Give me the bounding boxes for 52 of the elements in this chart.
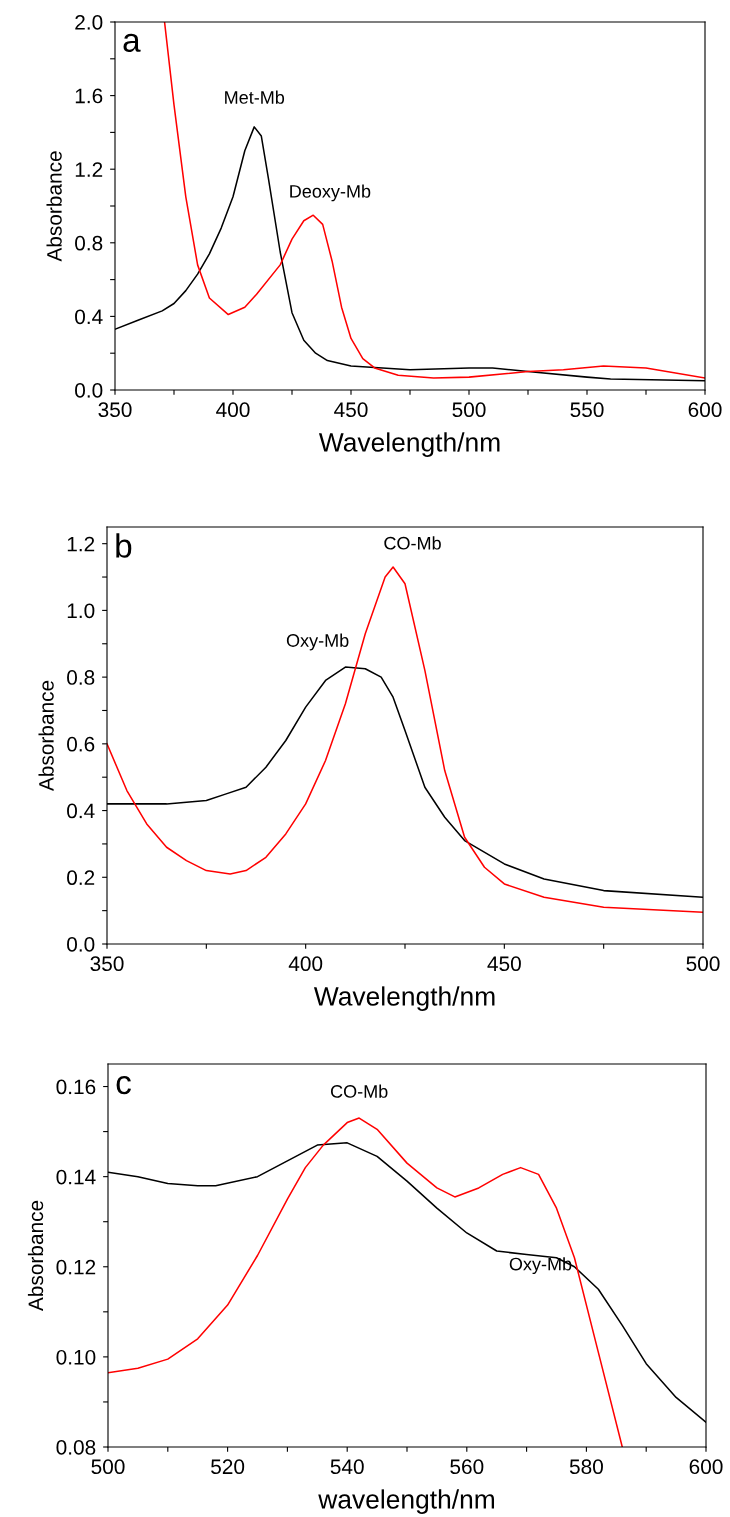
annotation: a [123,33,141,52]
x-tick-label: 540 [330,1459,364,1475]
y-tick-label: 1.0 [67,603,95,619]
x-tick-label: 500 [452,402,486,418]
y-tick-label: 1.6 [75,88,103,104]
x-tick-label: 560 [450,1459,484,1475]
x-tick-label: 520 [211,1459,245,1475]
x-axis-title: Wavelength/nm [318,432,500,457]
y-tick-label: 0.8 [75,235,103,251]
y-tick-label: 0.0 [67,937,95,952]
y-tick-label: 0.12 [56,1259,96,1275]
y-tick-label: 2.0 [75,15,103,30]
x-tick-label: 500 [91,1459,125,1475]
annotation: Oxy-Mb [286,633,349,651]
annotation: c [116,1075,131,1095]
y-tick-label: 0.2 [67,870,95,886]
x-tick-label: 600 [688,402,722,418]
y-tick-label: 0.08 [56,1440,96,1455]
x-tick-label: 350 [90,956,124,972]
y-tick-label: 0.0 [75,383,103,398]
y-tick-label: 0.14 [56,1169,96,1185]
x-axis-title: wavelength/nm [318,1489,495,1514]
x-tick-label: 400 [216,402,250,418]
y-tick-label: 0.10 [56,1349,96,1365]
x-tick-label: 400 [288,956,323,972]
annotation: b [116,533,132,558]
x-tick-label: 350 [98,402,132,418]
y-tick-label: 0.16 [56,1079,96,1095]
y-axis-title: Absorbance [46,151,62,262]
annotation: Oxy-Mb [509,1257,572,1275]
y-tick-label: 0.8 [67,670,95,685]
x-tick-label: 500 [686,956,720,972]
annotation: Deoxy-Mb [290,184,371,202]
x-tick-label: 550 [570,402,604,418]
x-tick-label: 450 [334,402,368,418]
x-axis-title: Wavelength/nm [313,986,495,1011]
x-tick-label: 600 [689,1459,723,1475]
y-axis-title: Absorbance [38,680,54,792]
line-series [108,1117,624,1447]
y-axis-title: Absorbance [27,1200,44,1312]
x-tick-label: 450 [487,956,521,972]
y-tick-label: 1.2 [75,162,103,177]
y-tick-label: 0.4 [67,803,95,819]
y-tick-label: 1.2 [67,536,95,552]
annotation: CO-Mb [384,536,441,550]
x-tick-label: 580 [569,1459,603,1475]
y-tick-label: 0.4 [75,309,103,325]
y-tick-label: 0.6 [67,736,95,752]
line-series [163,22,705,379]
annotation: CO-Mb [330,1084,388,1098]
line-series [107,566,703,914]
annotation: Met-Mb [225,90,285,104]
